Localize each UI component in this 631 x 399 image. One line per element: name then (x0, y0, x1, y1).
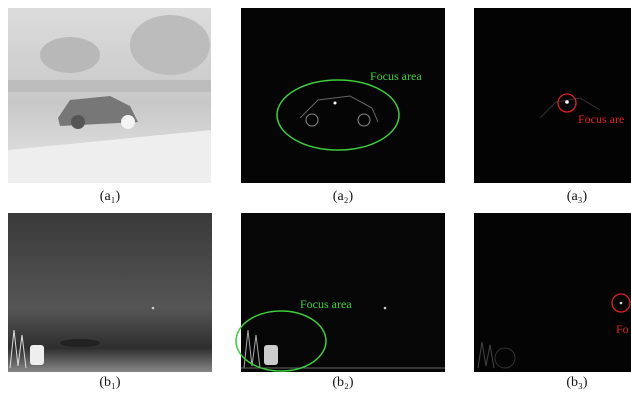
figure: (a₁) (a₂) Focus area (a₃) Focus are (b₁) (b₂) F… (0, 0, 631, 399)
detection-image (474, 8, 631, 183)
panel-label: (b₂) (332, 375, 354, 390)
thermal-image (8, 8, 211, 183)
panel-label: (b₃) (566, 375, 588, 390)
saliency-image (236, 213, 445, 372)
thermal-image (8, 213, 212, 372)
panel-label: (a₁) (100, 189, 121, 204)
annotation: Focus are (578, 112, 624, 126)
saliency-image (241, 8, 445, 183)
panel-label: (a₂) (333, 189, 354, 204)
panel-label: (b₁) (99, 375, 121, 390)
annotation: Fo (616, 322, 629, 336)
annotation: Focus area (370, 69, 422, 83)
annotation: Focus area (300, 297, 352, 311)
panel-label: (a₃) (567, 189, 588, 204)
detection-image (474, 213, 631, 372)
